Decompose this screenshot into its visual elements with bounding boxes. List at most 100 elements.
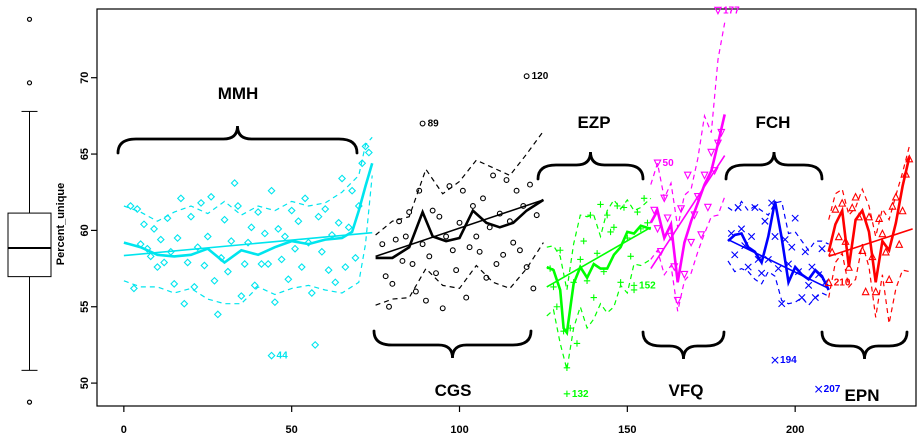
data-point — [324, 266, 333, 275]
outlier-label: 132 — [572, 389, 589, 400]
ci-upper-line — [375, 130, 544, 236]
outlier-label: 152 — [639, 280, 656, 291]
data-point — [891, 192, 900, 201]
data-point — [230, 179, 239, 188]
data-point — [577, 256, 584, 263]
data-point — [197, 198, 206, 207]
data-point — [831, 204, 840, 213]
data-point — [334, 218, 343, 227]
data-point — [834, 232, 843, 241]
data-point — [533, 212, 540, 219]
data-point — [644, 219, 651, 226]
y-tick-label: 65 — [79, 148, 91, 160]
data-point — [193, 243, 202, 252]
data-point — [580, 237, 587, 245]
data-point — [805, 281, 813, 289]
data-point — [630, 282, 638, 289]
data-point — [751, 203, 759, 212]
data-point — [213, 310, 222, 319]
data-point — [439, 305, 446, 312]
data-point — [264, 260, 273, 268]
x-tick-label: 150 — [618, 424, 636, 436]
data-point — [220, 215, 229, 224]
data-point — [895, 239, 904, 248]
data-point — [341, 263, 350, 272]
data-point — [389, 280, 396, 287]
data-point — [426, 253, 433, 260]
data-point — [160, 258, 169, 267]
data-point — [274, 224, 283, 233]
data-point — [153, 263, 162, 272]
data-point — [382, 273, 389, 280]
smooth-line — [546, 224, 652, 337]
data-point — [311, 340, 320, 349]
x-tick-label: 200 — [786, 424, 804, 436]
data-point — [815, 385, 823, 393]
axes: 0 50 100 150 200 50 55 60 65 70 — [79, 8, 917, 436]
data-point — [697, 231, 706, 240]
data-point — [801, 248, 809, 256]
data-point — [590, 294, 597, 301]
data-point — [653, 159, 662, 168]
data-point — [321, 205, 330, 214]
data-point — [294, 217, 303, 226]
data-point — [898, 206, 907, 215]
smooth-line — [727, 201, 830, 291]
plot-frame — [96, 8, 917, 407]
data-point — [650, 206, 659, 215]
data-point — [317, 247, 326, 256]
data-point — [314, 212, 323, 221]
data-point — [640, 195, 648, 202]
data-point — [758, 269, 766, 277]
box-outlier-point — [26, 16, 33, 22]
data-point — [774, 264, 782, 273]
data-point — [557, 247, 564, 254]
data-point — [301, 194, 310, 203]
data-point — [233, 201, 242, 210]
data-point — [143, 244, 152, 253]
box-outlier-point — [26, 399, 33, 405]
data-point — [710, 167, 719, 176]
data-point — [140, 220, 148, 229]
outlier-label: 194 — [780, 355, 797, 366]
series-layer: 44 89 120 132 152 50 177 194 207 210 — [123, 6, 914, 400]
outlier-label: 89 — [428, 119, 440, 130]
data-point — [881, 247, 890, 256]
regression-line — [546, 226, 652, 288]
data-point — [386, 303, 392, 310]
data-point — [409, 261, 416, 267]
data-point — [338, 174, 347, 183]
series-cgs: 89 120 — [375, 71, 549, 312]
data-point — [707, 148, 716, 157]
group-brace — [820, 330, 909, 360]
data-point — [510, 239, 517, 246]
data-point — [331, 278, 340, 287]
y-tick-label: 55 — [79, 301, 91, 313]
series-vfq: 50 177 — [649, 6, 740, 312]
data-point — [610, 224, 618, 231]
boxplot — [7, 16, 52, 405]
data-point — [844, 262, 853, 271]
data-point — [587, 211, 594, 219]
outlier-label: 44 — [277, 351, 289, 362]
regression-line — [727, 238, 830, 290]
data-point — [553, 303, 561, 310]
data-point — [207, 192, 216, 201]
group-brace — [116, 125, 359, 155]
box-outlier-point — [26, 80, 33, 86]
data-point — [240, 260, 249, 268]
data-point — [744, 263, 752, 271]
outlier-label: 207 — [824, 384, 841, 395]
data-point — [861, 287, 870, 296]
data-point — [771, 232, 779, 241]
data-point — [500, 251, 507, 258]
data-point — [237, 292, 246, 301]
data-point — [737, 225, 746, 233]
series-fch: 194 207 — [727, 199, 841, 395]
regression-line — [828, 228, 913, 258]
group-brace — [536, 151, 645, 181]
ci-upper-line — [828, 146, 910, 237]
data-point — [247, 223, 256, 232]
data-point — [771, 356, 779, 364]
